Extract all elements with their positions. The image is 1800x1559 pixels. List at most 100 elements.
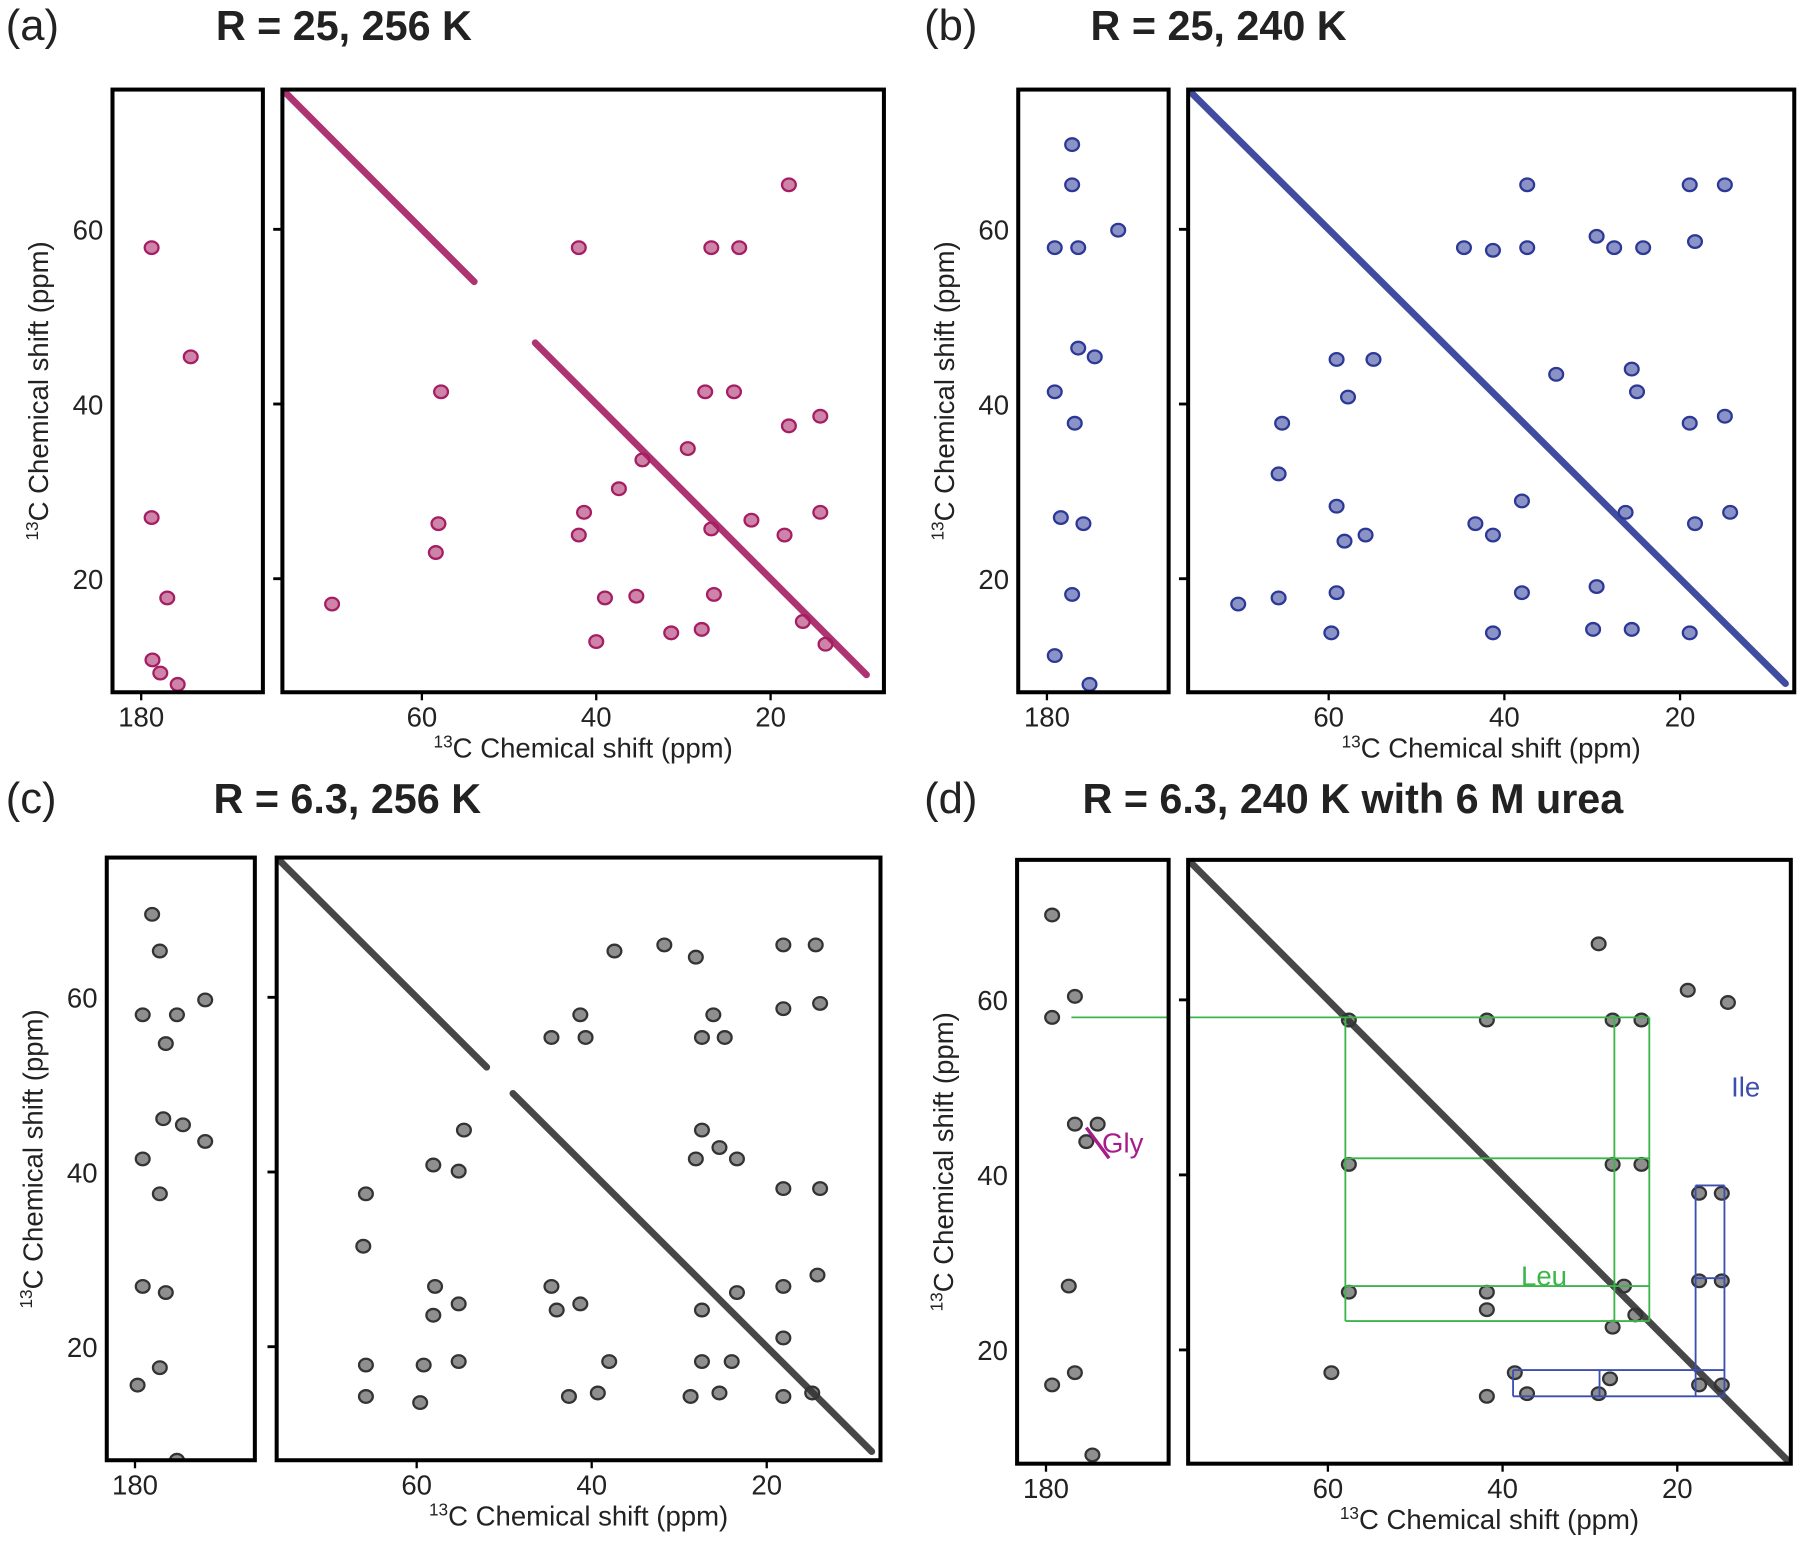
peak — [812, 1181, 829, 1197]
peak — [1601, 1371, 1619, 1387]
main-plot — [1188, 859, 1791, 1464]
peak — [169, 676, 186, 692]
peak — [570, 240, 587, 256]
peak — [1044, 1009, 1061, 1025]
peak — [157, 1036, 174, 1052]
peak — [543, 1278, 560, 1294]
y-tick-label: 20 — [67, 1332, 98, 1363]
peak — [1681, 625, 1698, 641]
peak — [1623, 621, 1640, 637]
x-tick-label: 180 — [112, 1470, 158, 1501]
peak — [1633, 1012, 1650, 1028]
peak — [1064, 586, 1081, 602]
peak — [775, 1330, 792, 1346]
plot-frame — [280, 87, 886, 695]
peak — [1691, 1273, 1708, 1289]
main-plot — [1188, 89, 1789, 687]
peak — [174, 1117, 191, 1133]
x-tick-label: 40 — [576, 1470, 607, 1501]
peak — [663, 625, 680, 641]
strip-plot — [129, 906, 214, 1461]
x-tick-label: 20 — [1662, 1473, 1693, 1504]
peak — [1044, 1377, 1061, 1393]
peak — [705, 586, 722, 602]
peak — [1274, 415, 1291, 431]
peak — [129, 1377, 146, 1393]
y-axis-label: 13C Chemical shift (ppm) — [22, 241, 54, 540]
peak — [775, 937, 792, 953]
peak — [1623, 361, 1640, 377]
peak — [1070, 340, 1087, 356]
peak — [1519, 240, 1536, 256]
peak — [1339, 389, 1357, 405]
peak — [687, 949, 704, 965]
peak — [588, 634, 605, 650]
y-tick-label: 40 — [67, 1157, 98, 1188]
peak — [817, 636, 834, 652]
isotope: 13 — [434, 731, 453, 751]
x-tick-label: 180 — [1023, 1473, 1069, 1504]
peak — [548, 1302, 565, 1318]
peak — [355, 1238, 372, 1254]
peak — [155, 1111, 172, 1127]
peak — [606, 943, 623, 959]
x-axis-label: 13C Chemical shift (ppm) — [434, 731, 733, 763]
peak — [628, 588, 645, 604]
y-tick-label: 20 — [978, 564, 1009, 595]
peak — [1064, 137, 1081, 153]
label-text: C Chemical shift (ppm) — [1361, 733, 1641, 764]
y-tick-label: 60 — [977, 985, 1008, 1016]
panel-title: R = 6.3, 256 K — [214, 776, 482, 822]
peak — [1328, 352, 1345, 367]
peak — [589, 1385, 606, 1401]
y-tick-label: 60 — [978, 215, 1009, 246]
y-axis-label: 13C Chemical shift (ppm) — [16, 1009, 48, 1308]
isotope: 13 — [16, 1289, 36, 1308]
peak — [1627, 1307, 1644, 1323]
peak — [809, 1267, 826, 1283]
plot-frame — [1186, 857, 1793, 1466]
peak — [807, 937, 824, 953]
peak — [144, 652, 161, 668]
peak — [577, 1030, 594, 1045]
peak — [596, 590, 613, 606]
peak — [693, 1030, 710, 1045]
peak — [780, 177, 797, 193]
peak — [693, 1122, 710, 1138]
plot-frame — [104, 855, 257, 1463]
y-tick-label: 20 — [977, 1335, 1008, 1366]
peak — [743, 512, 760, 528]
peak — [1336, 533, 1353, 549]
y-axis-label: 13C Chemical shift (ppm) — [926, 1012, 958, 1311]
peak — [1357, 527, 1374, 543]
peak — [1340, 1156, 1357, 1172]
x-tick-label: 60 — [1313, 1473, 1344, 1504]
peak — [1628, 384, 1646, 400]
peak — [1681, 177, 1698, 193]
peak — [151, 943, 168, 959]
peak — [1590, 936, 1607, 952]
peak — [1681, 415, 1698, 431]
peak — [1716, 177, 1733, 193]
y-axis-label: 13C Chemical shift (ppm) — [928, 241, 960, 540]
peak — [1270, 466, 1287, 482]
peak — [159, 590, 176, 606]
peak — [572, 1296, 589, 1312]
peak — [357, 1186, 374, 1202]
peak — [716, 1030, 733, 1045]
peak — [1716, 408, 1733, 424]
panel-label: (d) — [924, 775, 977, 823]
peak — [1633, 1156, 1650, 1172]
peak — [412, 1395, 429, 1411]
peak — [357, 1357, 374, 1373]
peak — [1478, 1012, 1495, 1028]
peak — [1060, 1278, 1077, 1294]
peak — [197, 1133, 214, 1149]
plot-frame — [1016, 87, 1171, 695]
peak — [1365, 352, 1382, 367]
peak — [1606, 240, 1623, 256]
peak — [1066, 415, 1083, 431]
peak — [157, 1285, 174, 1300]
